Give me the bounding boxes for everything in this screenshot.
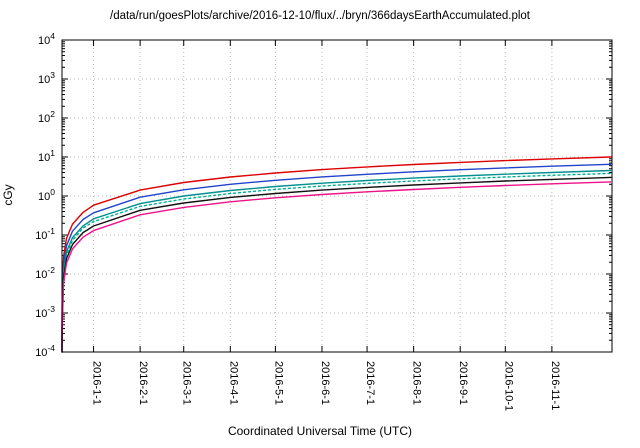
series-blue (61, 163, 612, 353)
series-teal-dotted (61, 172, 612, 353)
svg-text:10-1: 10-1 (35, 226, 55, 242)
svg-text:10-2: 10-2 (35, 265, 55, 281)
svg-text:10-3: 10-3 (35, 304, 55, 320)
svg-text:100: 100 (38, 187, 55, 203)
svg-text:2016-1-1: 2016-1-1 (91, 361, 103, 405)
svg-text:2016-5-1: 2016-5-1 (272, 361, 284, 405)
svg-text:2016-10-1: 2016-10-1 (502, 361, 514, 411)
svg-text:2016-3-1: 2016-3-1 (181, 361, 193, 405)
svg-text:2016-7-1: 2016-7-1 (364, 361, 376, 405)
series-red (61, 156, 612, 352)
svg-text:102: 102 (38, 109, 55, 125)
svg-text:103: 103 (38, 70, 55, 86)
chart-title: /data/run/goesPlots/archive/2016-12-10/f… (110, 10, 530, 22)
svg-text:2016-4-1: 2016-4-1 (227, 361, 239, 405)
svg-text:101: 101 (38, 148, 55, 164)
series-teal (61, 169, 612, 353)
x-axis-label: Coordinated Universal Time (UTC) (227, 424, 413, 438)
svg-text:104: 104 (38, 31, 55, 47)
svg-text:2016-2-1: 2016-2-1 (137, 361, 149, 405)
svg-text:10-4: 10-4 (35, 343, 55, 359)
series-magenta (61, 181, 612, 353)
svg-text:2016-6-1: 2016-6-1 (319, 361, 331, 405)
svg-text:2016-8-1: 2016-8-1 (411, 361, 423, 405)
svg-text:2016-11-1: 2016-11-1 (549, 361, 561, 410)
svg-text:2016-9-1: 2016-9-1 (457, 361, 469, 405)
series-black (61, 176, 612, 353)
